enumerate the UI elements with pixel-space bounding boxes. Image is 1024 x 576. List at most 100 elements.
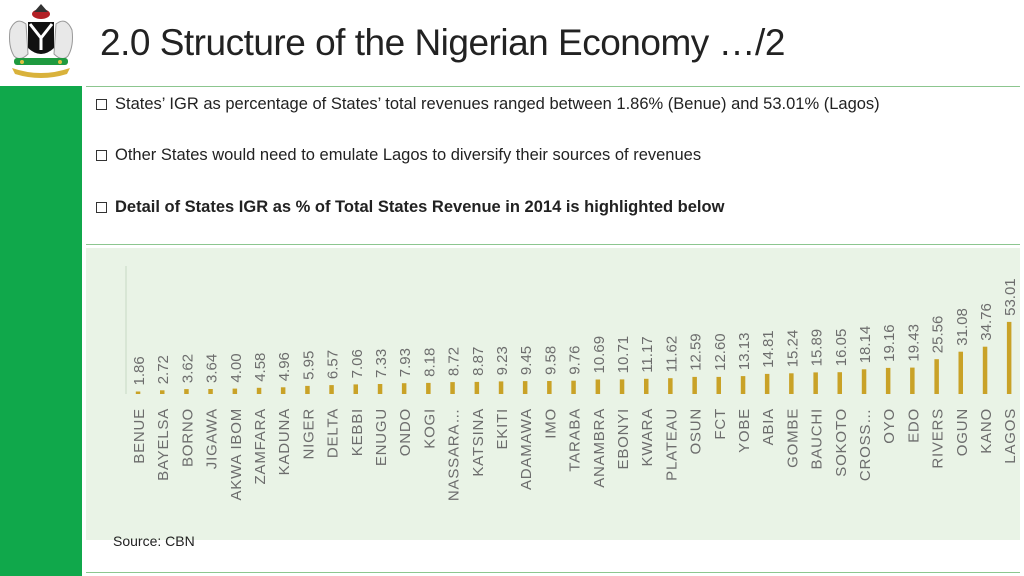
bar-8 [329,385,334,394]
checkbox-bullet-icon [96,99,107,110]
value-label-12: 8.18 [421,348,438,377]
checkbox-bullet-icon [96,150,107,161]
category-label-3: JIGAWA [204,408,221,469]
category-label-22: PLATEAU [663,408,680,481]
coat-of-arms-logo [0,0,82,86]
bar-12 [426,382,431,394]
bar-7 [305,385,310,394]
bar-3 [208,389,213,394]
bullet-text: Other States would need to emulate Lagos… [115,146,702,164]
bar-4 [232,388,238,394]
category-label-2: BORNO [179,408,196,467]
value-label-8: 6.57 [325,350,342,379]
category-label-20: EBONYI [615,408,632,469]
bar-27 [789,373,794,394]
bar-18 [571,380,576,394]
category-label-26: ABIA [760,408,777,445]
bar-1 [160,390,165,394]
bar-36 [1006,321,1012,394]
value-label-10: 7.33 [373,349,390,378]
coat-of-arms-icon [9,4,73,78]
value-label-4: 4.00 [228,353,245,382]
category-label-17: IMO [542,408,559,439]
bullet-text: States’ IGR as percentage of States’ tot… [115,95,880,113]
bar-33 [934,359,939,394]
category-label-25: YOBE [736,408,753,453]
value-label-29: 16.05 [833,329,850,367]
checkbox-bullet-icon [96,202,107,213]
bar-0 [135,391,141,394]
value-label-3: 3.64 [204,354,221,383]
category-label-0: BENUE [131,408,148,464]
value-label-19: 10.69 [591,336,608,374]
value-label-26: 14.81 [760,330,777,368]
value-label-6: 4.96 [276,352,293,381]
value-label-14: 8.87 [470,347,487,376]
bar-19 [595,379,601,394]
bar-35 [982,346,988,394]
bullet-igr-range: States’ IGR as percentage of States’ tot… [96,95,880,114]
bullet-text: Detail of States IGR as % of Total State… [115,198,725,216]
category-label-23: OSUN [688,408,705,455]
value-label-5: 4.58 [252,353,269,382]
value-label-36: 53.01 [1002,278,1019,316]
bar-9 [353,384,358,394]
bullet-emulate-lagos: Other States would need to emulate Lagos… [96,146,701,165]
value-label-17: 9.58 [542,346,559,375]
value-label-0: 1.86 [131,356,148,385]
bottom-divider [86,572,1020,573]
bar-24 [716,376,721,394]
value-label-15: 9.23 [494,346,511,375]
igr-bar-chart: 1.86 BENUE 2.72 BAYELSA 3.62 BORNO 3.64 JIGAWA 4… [125,266,1019,501]
value-label-25: 13.13 [736,333,753,371]
value-label-22: 11.62 [663,336,680,372]
value-label-11: 7.93 [397,348,414,377]
category-label-32: EDO [905,408,922,443]
green-sidebar [0,0,82,576]
bar-31 [885,367,891,394]
bar-20 [619,379,625,394]
chart-panel: 1.86 BENUE 2.72 BAYELSA 3.62 BORNO 3.64 JIGAWA 4… [86,248,1020,540]
category-label-5: ZAMFARA [252,408,269,484]
value-label-32: 19.43 [905,324,922,362]
category-label-29: SOKOTO [833,408,850,477]
bar-2 [184,389,189,394]
bar-17 [547,381,552,394]
category-label-13: NASSARA… [446,408,463,501]
bar-34 [958,351,963,394]
value-label-18: 9.76 [567,345,584,374]
category-label-16: ADAMAWA [518,408,535,490]
category-label-1: BAYELSA [155,408,172,481]
bar-30 [861,369,867,394]
category-label-9: KEBBI [349,408,366,456]
bar-13 [450,382,455,394]
value-label-28: 15.89 [809,329,826,367]
bar-21 [644,378,649,394]
category-label-8: DELTA [325,408,342,458]
category-label-24: FCT [712,408,729,440]
category-label-6: KADUNA [276,408,293,475]
bar-14 [474,381,480,394]
category-label-15: EKITI [494,408,511,450]
category-label-12: KOGI [421,408,438,449]
value-label-35: 34.76 [978,303,995,341]
category-label-35: KANO [978,408,995,454]
bar-28 [813,372,818,394]
value-label-31: 19.16 [881,324,898,362]
category-label-33: RIVERS [930,408,947,469]
value-label-2: 3.62 [179,354,196,383]
bar-26 [764,373,770,394]
value-label-23: 12.59 [688,333,705,371]
category-label-31: OYO [881,408,898,444]
category-label-14: KATSINA [470,408,487,477]
value-label-20: 10.71 [615,336,632,374]
category-label-10: ENUGU [373,408,390,466]
value-label-34: 31.08 [954,308,971,346]
bar-6 [280,387,286,394]
page-title: 2.0 Structure of the Nigerian Economy …/… [100,22,785,63]
bar-11 [401,383,407,394]
chart-top-divider [86,244,1020,245]
value-label-30: 18.14 [857,326,874,364]
category-label-34: OGUN [954,408,971,456]
value-label-9: 7.06 [349,349,366,378]
